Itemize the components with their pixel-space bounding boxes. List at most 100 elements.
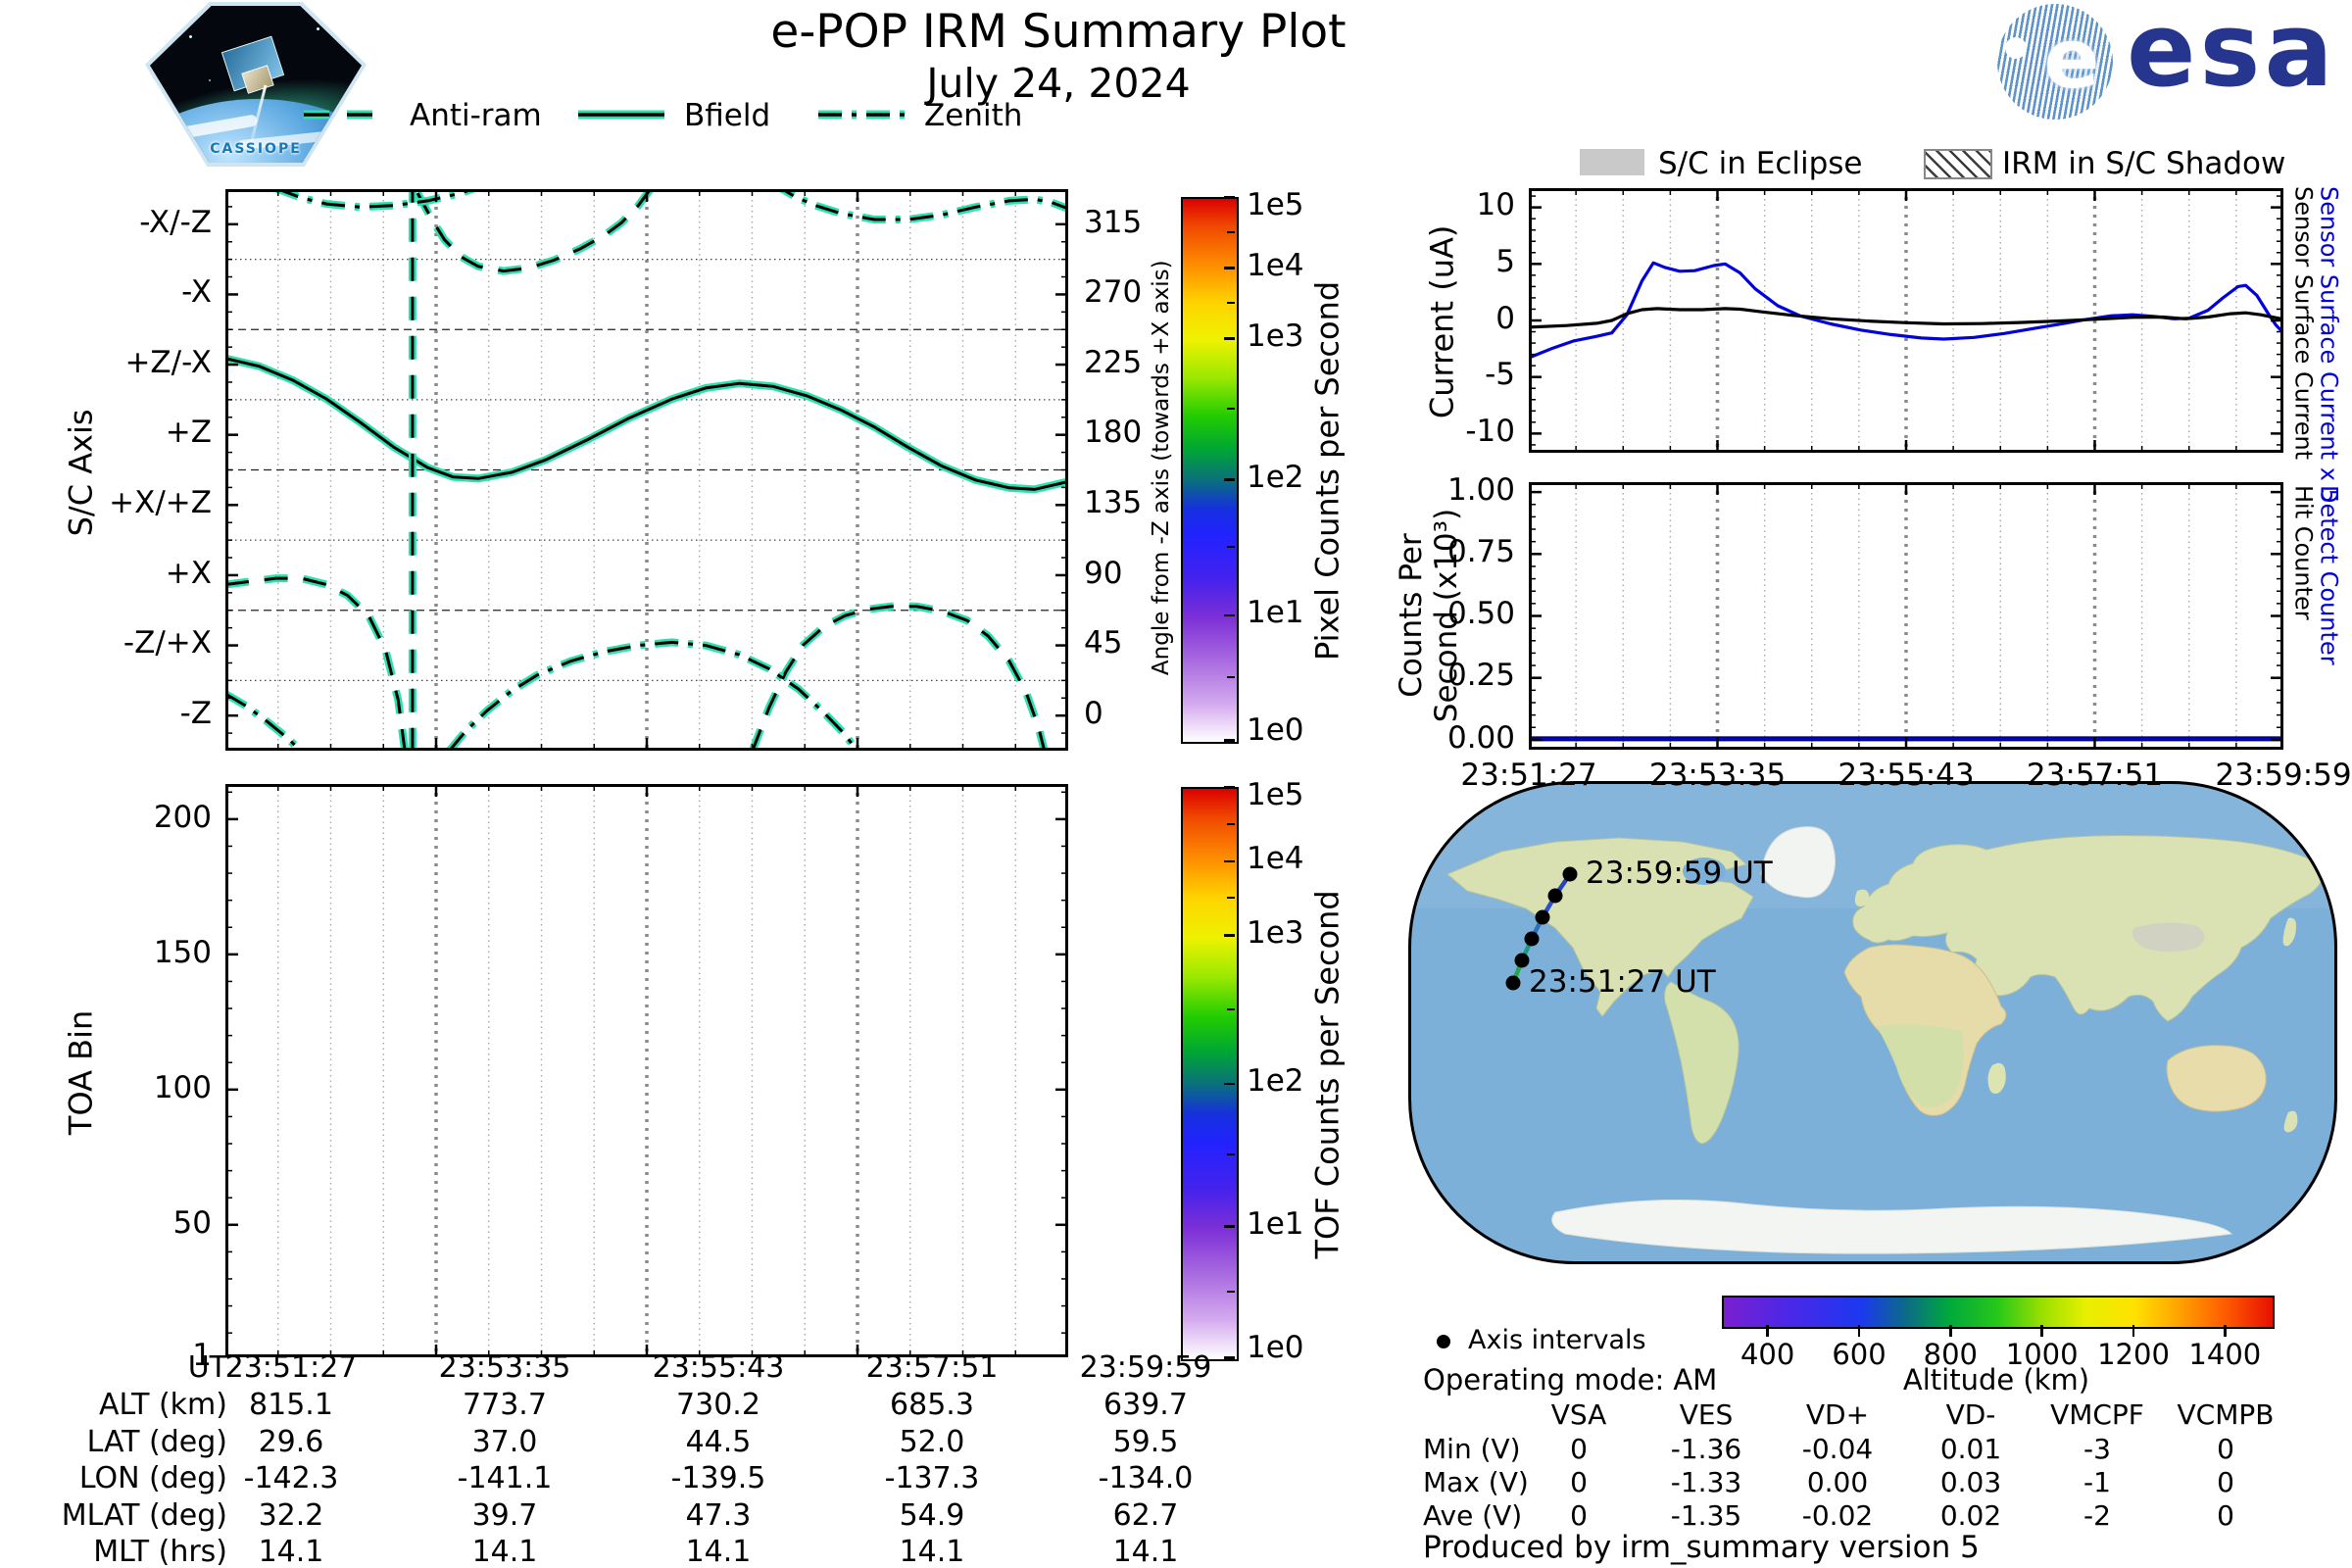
ephemeris-cell: 44.5 (685, 1424, 752, 1459)
ephemeris-cell: 730.2 (676, 1388, 760, 1422)
tof-cbar-label: TOF Counts per Second (1308, 890, 1347, 1259)
ephemeris-cell: 14.1 (258, 1535, 324, 1568)
sc_axis-ytick-label: +Z (165, 415, 212, 451)
axis-intervals-dot-icon (1437, 1335, 1450, 1348)
altitude-tick-label: 600 (1832, 1338, 1886, 1372)
ephemeris-cell: 47.3 (685, 1497, 752, 1533)
voltage-cell: 0.03 (1939, 1465, 2002, 1498)
cassiope-patch-label: CASSIOPE (210, 141, 302, 157)
pixel_colorbar-minor-tick (1227, 408, 1235, 411)
altitude-colorbar (1722, 1296, 2275, 1329)
sc_axis-ytick-label: -Z (179, 695, 212, 731)
ephemeris-cell: 23:59:59 (1079, 1350, 1212, 1386)
tof_colorbar-minor-tick (1227, 822, 1235, 825)
altitude-tick (2132, 1325, 2135, 1337)
pixel_colorbar-tick (1224, 478, 1235, 481)
map-uk (1854, 889, 1870, 906)
time-tick-label: 23:51:27 (1460, 757, 1597, 793)
pixel_colorbar-tick (1224, 267, 1235, 270)
ephemeris-cell: 14.1 (471, 1535, 538, 1568)
esa-globe-highlight (2005, 37, 2027, 59)
voltage-cell: -1.36 (1670, 1432, 1742, 1465)
counts-plot (1527, 482, 2285, 750)
toa-ytick-label: 50 (172, 1204, 212, 1241)
map-tibet (2132, 922, 2205, 952)
ephemeris-cell: -134.0 (1098, 1461, 1194, 1496)
toa-ytick-label: 150 (153, 934, 212, 970)
pixel_colorbar-tick-label: 1e0 (1247, 711, 1304, 748)
pixel_colorbar-tick-label: 1e1 (1247, 595, 1304, 631)
tof_colorbar-tick-label: 1e4 (1247, 841, 1304, 877)
map-hudson-bay (1683, 858, 1726, 885)
voltage-cell: 0.02 (1939, 1498, 2002, 1532)
pixel_colorbar-tick (1224, 337, 1235, 340)
altitude-tick-label: 1200 (2097, 1338, 2170, 1372)
pixel-cbar-label: Pixel Counts per Second (1308, 280, 1347, 661)
ephemeris-row-label: ALT (km) (99, 1388, 227, 1422)
altitude-tick-label: 1000 (2005, 1338, 2079, 1372)
pixel_colorbar-minor-tick (1227, 676, 1235, 679)
ephemeris-row-label: LON (deg) (78, 1461, 227, 1496)
tof_colorbar-tick (1224, 934, 1235, 937)
map-greenland (1760, 826, 1836, 899)
sensor-current-label: Sensor Surface Current (2289, 186, 2318, 461)
tof_colorbar-tick (1224, 1225, 1235, 1228)
current-ytick-label: 5 (1495, 244, 1515, 280)
voltage-column-header: VMCPF (2050, 1397, 2144, 1431)
sc_axis-ytick-label: -X (181, 274, 212, 311)
ephemeris-cell: -141.1 (457, 1461, 553, 1496)
ephemeris-cell: 639.7 (1103, 1388, 1188, 1422)
track-point (1514, 953, 1530, 968)
map-antarctica (1551, 1200, 2233, 1254)
voltage-row-label: Max (V) (1423, 1465, 1529, 1498)
counts-canvas (1527, 482, 2285, 750)
altitude-tick-label: 400 (1740, 1338, 1795, 1372)
voltage-cell: 0 (2217, 1498, 2234, 1532)
patch-star3 (209, 79, 211, 81)
map-new-zealand (2283, 1110, 2298, 1133)
voltage-cell: -1.35 (1670, 1498, 1742, 1532)
tof_colorbar-tick (1224, 859, 1235, 863)
esa-globe-e: e (2043, 11, 2100, 107)
bfield-legend-line (578, 110, 664, 120)
operating-mode-label: Operating mode: AM (1423, 1363, 1718, 1396)
altitude-tick-label: 1400 (2188, 1338, 2262, 1372)
esa-logo: e esa (1997, 0, 2342, 120)
voltage-cell: 0 (2217, 1465, 2234, 1498)
patch-star1 (189, 35, 192, 38)
tof_colorbar-tick-label: 1e2 (1247, 1063, 1304, 1100)
counts-ytick-label: 0.50 (1446, 596, 1515, 632)
voltage-cell: 0 (2217, 1432, 2234, 1465)
track-point (1524, 931, 1540, 947)
sensor-current-x5-label: Sensor Surface Current x 5 (2315, 186, 2343, 504)
toa-ytick-label: 200 (153, 799, 212, 835)
pixel_colorbar-minor-tick (1227, 231, 1235, 233)
page-title: e-POP IRM Summary Plot (770, 5, 1347, 59)
ephemeris-cell: 23:57:51 (865, 1350, 999, 1386)
ephemeris-cell: 815.1 (249, 1388, 333, 1422)
pixel_colorbar-minor-tick (1227, 546, 1235, 549)
antiram-legend-line (304, 110, 390, 120)
ephemeris-cell: 54.9 (899, 1497, 965, 1533)
ephemeris-cell: 39.7 (471, 1497, 538, 1533)
ephemeris-cell: 29.6 (258, 1424, 324, 1459)
altitude-tick (2224, 1325, 2227, 1337)
sc_axis-right-tick-label: 270 (1084, 274, 1143, 311)
current-ytick-label: -5 (1485, 357, 1515, 393)
ephemeris-cell: 52.0 (899, 1424, 965, 1459)
detect-counter-label: Detect Counter (2315, 485, 2343, 665)
voltage-cell: 0 (1570, 1498, 1588, 1532)
current-ytick-label: 0 (1495, 300, 1515, 336)
ephemeris-cell: 14.1 (899, 1535, 965, 1568)
altitude-colorbar-title: Altitude (km) (1902, 1363, 2090, 1396)
tof_colorbar-minor-tick (1227, 897, 1235, 900)
sc_axis-ytick-label: +Z/-X (124, 344, 212, 380)
sc_axis-right-tick-label: 0 (1084, 695, 1103, 731)
sc_axis-right-tick-label: 135 (1084, 485, 1143, 521)
tof_colorbar-tick (1224, 1356, 1235, 1359)
tof_colorbar-tick-label: 1e1 (1247, 1205, 1304, 1242)
ephemeris-cell: 37.0 (471, 1424, 538, 1459)
map-north-america (1446, 837, 1754, 1017)
counts-ytick-label: 0.00 (1446, 719, 1515, 756)
antiram-legend-label: Anti-ram (410, 98, 542, 133)
